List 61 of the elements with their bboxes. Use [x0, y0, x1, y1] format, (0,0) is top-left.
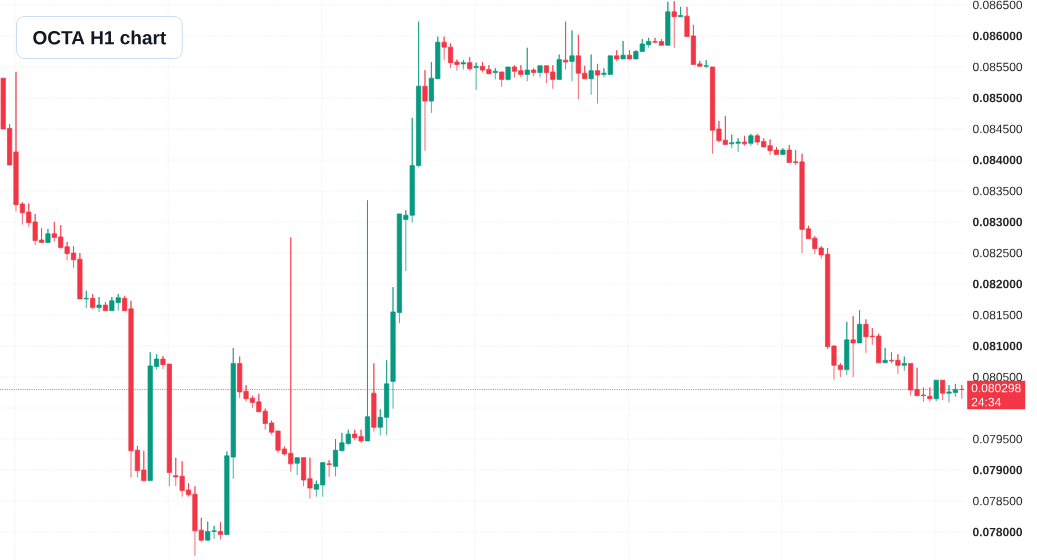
candlestick — [422, 69, 428, 152]
candlestick — [326, 459, 332, 478]
candlestick — [467, 56, 473, 72]
candlestick — [933, 379, 939, 402]
y-tick-label: 0.078000 — [973, 527, 1023, 537]
candlestick — [505, 66, 511, 81]
y-tick-label: 0.079000 — [973, 465, 1023, 475]
candlestick — [614, 49, 620, 62]
y-tick-label: 0.079500 — [973, 434, 1023, 444]
candlestick — [703, 59, 709, 69]
candlestick — [844, 321, 850, 376]
candlestick — [882, 347, 888, 364]
y-tick-label: 0.085500 — [973, 62, 1023, 72]
y-tick-label: 0.080500 — [973, 372, 1023, 382]
candlestick — [620, 40, 626, 60]
candlestick — [665, 1, 671, 46]
candlestick — [856, 309, 863, 344]
candlestick — [594, 63, 601, 104]
candlestick — [563, 21, 569, 70]
candlestick — [741, 135, 748, 147]
candlestick — [473, 62, 479, 91]
candlestick — [748, 133, 754, 147]
y-tick-label: 0.084000 — [973, 155, 1023, 165]
candlestick — [780, 147, 786, 156]
candlestick — [626, 49, 633, 60]
y-tick-label: 0.084500 — [973, 124, 1023, 134]
candlestick — [556, 54, 562, 80]
candlestick — [499, 71, 505, 88]
text: 24:34 — [971, 397, 1001, 407]
ref-line-label: 0.080298 — [971, 383, 1021, 393]
candlestick — [294, 457, 300, 476]
y-tick-label: 0.086500 — [973, 0, 1023, 10]
candlestick — [217, 521, 224, 540]
text: OCTA H1 chart — [33, 30, 166, 45]
candlestick — [901, 356, 907, 372]
candlestick — [45, 228, 51, 243]
candlestick — [959, 384, 965, 400]
candlestick — [364, 199, 371, 442]
candlestick — [90, 293, 96, 310]
y-tick-label: 0.082500 — [973, 248, 1023, 258]
y-tick-label: 0.083500 — [973, 186, 1023, 196]
y-tick-label: 0.082000 — [973, 279, 1023, 289]
candlestick — [492, 67, 498, 80]
candlestick — [102, 301, 109, 312]
candlestick — [588, 54, 594, 96]
candlestick — [96, 296, 102, 313]
y-tick-label: 0.081000 — [973, 341, 1023, 351]
y-tick-label: 0.081500 — [973, 310, 1023, 320]
y-tick-label: 0.078500 — [973, 496, 1023, 506]
y-tick-label: 0.083000 — [973, 217, 1023, 227]
candlestick — [83, 290, 89, 309]
y-tick-label: 0.085000 — [973, 93, 1023, 103]
y-tick-label: 0.086000 — [973, 31, 1023, 41]
candlestick — [678, 6, 684, 18]
candlestick — [671, 0, 677, 49]
candlestick — [850, 315, 856, 378]
candlestick — [531, 67, 537, 77]
candlestick — [569, 30, 575, 82]
candlestick — [460, 59, 466, 70]
candlestick — [537, 65, 543, 78]
candlestick — [524, 47, 530, 82]
